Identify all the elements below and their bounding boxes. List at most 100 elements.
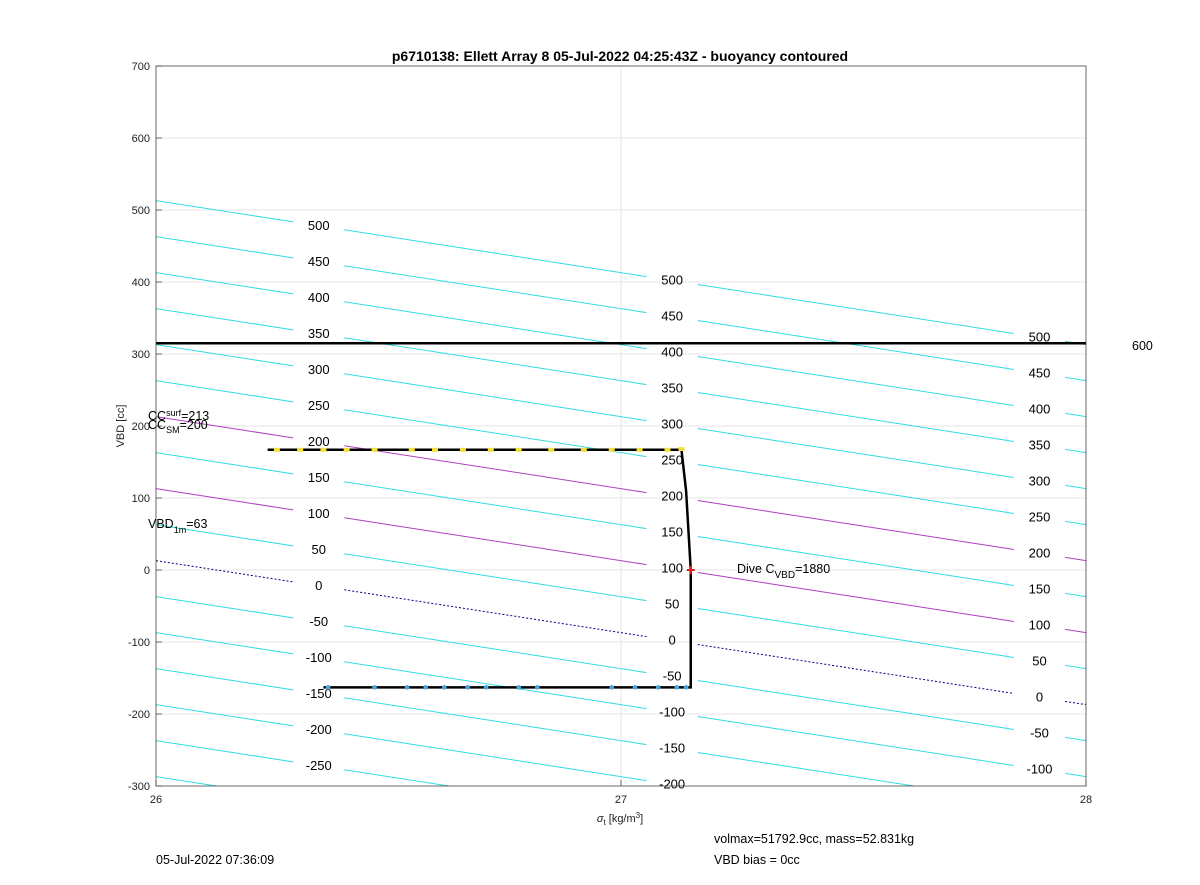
descent-marker xyxy=(408,447,415,452)
y-tick-label: 200 xyxy=(132,421,150,433)
descent-marker xyxy=(432,447,438,452)
contour-label: 250 xyxy=(308,398,330,413)
contour-label: 150 xyxy=(661,525,683,540)
contour-line xyxy=(344,553,647,602)
descent-marker xyxy=(548,447,555,452)
contour-line xyxy=(697,320,1015,370)
x-tick-label: 26 xyxy=(150,794,162,806)
descent-marker xyxy=(636,447,643,452)
contour-label: 400 xyxy=(1029,401,1051,416)
contour-label: -150 xyxy=(306,686,332,701)
contour-label: 400 xyxy=(661,345,683,360)
contour-label: 450 xyxy=(1029,365,1051,380)
contour-line xyxy=(155,200,294,223)
contour-label: 50 xyxy=(1032,653,1046,668)
contour-line xyxy=(344,661,647,710)
cc-sm-main: CC xyxy=(148,418,166,432)
contour-label: 300 xyxy=(308,362,330,377)
contour-label: 300 xyxy=(1029,473,1051,488)
contour-line xyxy=(155,344,294,367)
x-tick-label: 28 xyxy=(1080,794,1092,806)
contour-line xyxy=(155,776,217,787)
contour-line xyxy=(344,481,647,530)
contour-label: 100 xyxy=(308,506,330,521)
ascent-marker xyxy=(483,685,489,690)
contour-line xyxy=(344,769,450,787)
y-tick-label: 700 xyxy=(132,61,150,73)
cc-sm-sub: SM xyxy=(166,425,180,435)
contour-label: 450 xyxy=(308,254,330,269)
cc-surf-main: CC xyxy=(148,409,166,423)
vbd-1m-main: VBD xyxy=(148,517,174,531)
y-tick-label: 100 xyxy=(132,493,150,505)
contour-label: -200 xyxy=(659,777,685,792)
contour-label: 0 xyxy=(669,633,676,648)
contour-line xyxy=(344,301,647,350)
contour-line xyxy=(1064,484,1087,490)
contour-line xyxy=(1064,772,1087,778)
y-tick-label: 300 xyxy=(132,349,150,361)
contour-line xyxy=(155,488,294,511)
y-tick-label: -300 xyxy=(128,781,150,793)
contour-label: -100 xyxy=(1026,761,1052,776)
descent-marker xyxy=(678,447,685,452)
ascent-marker xyxy=(516,685,521,690)
vbd-1m-annotation: VBD1m=63 xyxy=(148,517,207,535)
dive-series xyxy=(267,447,695,690)
contour-line xyxy=(1064,376,1087,382)
contour-line xyxy=(344,373,647,422)
cc-surf-annotation: CCsurf=213 xyxy=(148,408,209,423)
contour-label: 200 xyxy=(308,434,330,449)
ascent-marker xyxy=(465,685,470,690)
contour-line xyxy=(344,265,647,314)
contour-label: 500 xyxy=(308,218,330,233)
contour-line xyxy=(155,416,294,439)
ascent-marker xyxy=(325,685,331,690)
contour-label: 150 xyxy=(1029,581,1051,596)
x-tick-label: 27 xyxy=(615,794,627,806)
contour-line xyxy=(1064,700,1087,706)
contour-label: -250 xyxy=(306,758,332,773)
contour-line xyxy=(155,272,294,295)
ascent-marker xyxy=(632,685,638,690)
chart-title: p6710138: Ellett Array 8 05-Jul-2022 04:… xyxy=(392,48,848,64)
descent-marker xyxy=(580,447,587,452)
contour-line xyxy=(344,733,647,782)
y-tick-label: -200 xyxy=(128,709,150,721)
y-tick-label: -100 xyxy=(128,637,150,649)
descent-marker xyxy=(297,447,304,452)
contour-line xyxy=(155,668,294,691)
ascent-marker xyxy=(683,685,689,690)
cc-surf-value: =213 xyxy=(181,409,209,423)
contour-line xyxy=(1064,448,1087,454)
dive-cvbd-value: =1880 xyxy=(795,562,830,576)
contour-line xyxy=(344,589,647,638)
cc-sm-annotation: CCSM=200 xyxy=(148,418,208,435)
contour-label: 250 xyxy=(661,453,683,468)
y-tick-label: 600 xyxy=(132,133,150,145)
dive-cvbd-sub: VBD xyxy=(775,570,796,581)
contour-line xyxy=(697,572,1015,622)
y-axis-label: VBD [cc] xyxy=(115,405,127,448)
contour-label: 400 xyxy=(308,290,330,305)
contour-label: 450 xyxy=(661,309,683,324)
cc-surf-sub: surf xyxy=(166,408,182,418)
contour-line xyxy=(697,464,1015,514)
contour-label: 50 xyxy=(312,542,326,557)
contour-line xyxy=(697,284,1015,334)
grid-lines xyxy=(156,66,1086,786)
contour-line xyxy=(344,229,647,278)
contour-line xyxy=(155,740,294,763)
contour-label: 200 xyxy=(661,489,683,504)
contour-line xyxy=(697,644,1015,694)
contour-label: -50 xyxy=(663,669,682,684)
ascent-marker xyxy=(535,685,540,690)
buoyancy-contours: -250 -200 -200 -150 -150 -100 -100 -100 -50 -50 -5… xyxy=(155,200,1087,792)
descent-marker xyxy=(515,447,522,452)
ascent-marker xyxy=(372,685,377,690)
contour-label: 350 xyxy=(661,381,683,396)
contour-label: 150 xyxy=(308,470,330,485)
contour-label: 100 xyxy=(1029,617,1051,632)
contour-label: 500 xyxy=(661,273,683,288)
contour-line xyxy=(1064,592,1087,598)
